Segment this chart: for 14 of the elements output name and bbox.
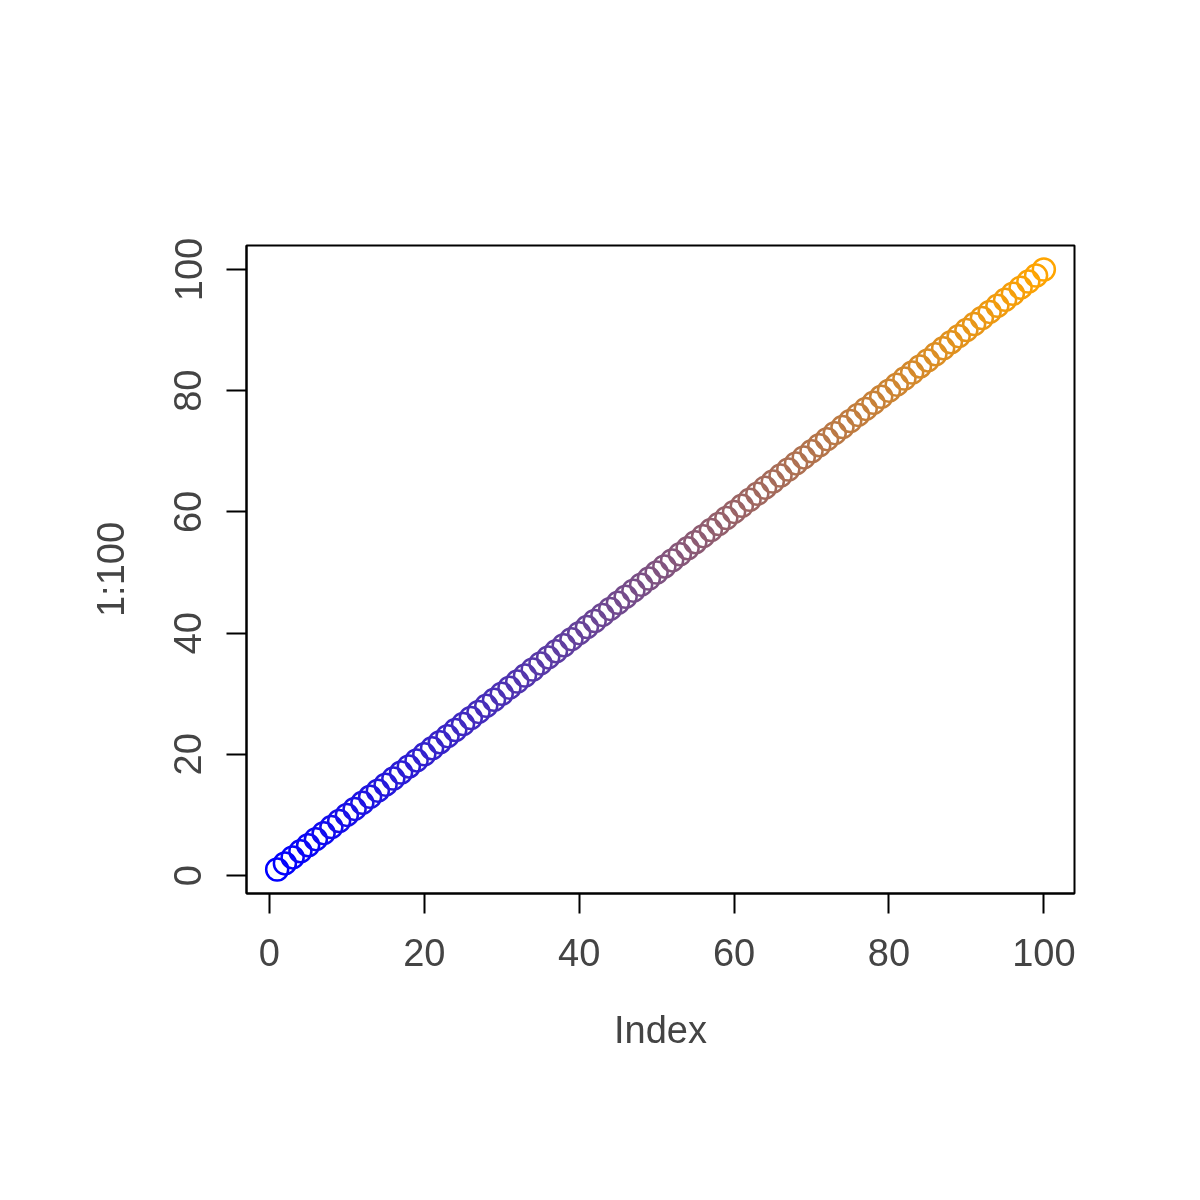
y-tick-label: 100 — [167, 237, 210, 302]
y-tick-label: 60 — [167, 490, 210, 534]
x-axis-title: Index — [614, 1008, 707, 1051]
x-tick-label: 80 — [867, 931, 911, 974]
y-axis-title: 1:100 — [89, 521, 132, 618]
x-tick-label: 0 — [258, 931, 280, 974]
x-tick-label: 100 — [1012, 931, 1076, 974]
y-tick-label: 20 — [167, 733, 210, 776]
x-tick-label: 20 — [403, 931, 446, 974]
x-tick-label: 40 — [558, 931, 601, 974]
y-tick-label: 80 — [167, 369, 210, 412]
x-tick-label: 60 — [712, 931, 756, 974]
y-tick-label: 0 — [167, 864, 210, 887]
y-tick-label: 40 — [167, 611, 210, 655]
